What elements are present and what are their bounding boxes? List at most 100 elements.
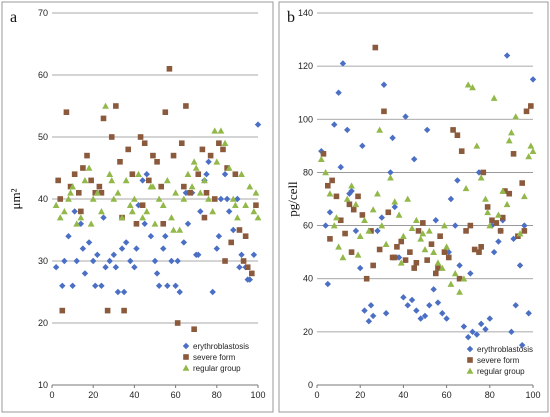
data-point-regular-group (60, 208, 68, 215)
data-point-erythroblastosis (454, 177, 461, 184)
data-point-severe-form (150, 152, 156, 159)
series-severe-form (320, 44, 534, 282)
data-point-erythroblastosis (127, 257, 134, 265)
data-point-severe-form (456, 275, 463, 282)
data-point-severe-form (160, 221, 167, 227)
data-point-regular-group (213, 158, 221, 165)
data-point-erythroblastosis (69, 282, 76, 289)
data-point-severe-form (195, 171, 202, 177)
data-point-erythroblastosis (176, 288, 183, 296)
data-point-erythroblastosis (254, 121, 262, 128)
data-point-severe-form (129, 171, 136, 177)
legend-marker (466, 367, 474, 374)
data-point-severe-form (191, 326, 197, 332)
data-point-erythroblastosis (244, 276, 251, 283)
data-point-regular-group (434, 259, 442, 266)
panel-label: a (10, 9, 17, 26)
data-point-severe-form (104, 307, 111, 314)
data-point-severe-form (355, 193, 361, 200)
data-point-erythroblastosis (402, 113, 409, 120)
data-point-severe-form (368, 228, 374, 234)
data-point-erythroblastosis (164, 282, 171, 289)
x-tick-label: 0 (49, 390, 54, 400)
data-point-severe-form (249, 270, 255, 277)
x-tick-label: 20 (355, 390, 365, 400)
data-point-erythroblastosis (443, 315, 450, 322)
y-tick-label: 100 (298, 114, 313, 124)
data-point-erythroblastosis (197, 208, 204, 215)
data-point-regular-group (98, 208, 105, 215)
data-point-erythroblastosis (359, 142, 366, 150)
data-point-erythroblastosis (71, 208, 78, 215)
data-point-regular-group (387, 174, 394, 181)
data-point-regular-group (451, 270, 459, 277)
data-point-severe-form (75, 190, 82, 196)
data-point-severe-form (240, 258, 247, 264)
data-point-severe-form (471, 246, 478, 253)
data-point-erythroblastosis (473, 331, 481, 338)
data-point-erythroblastosis (322, 222, 329, 229)
data-point-erythroblastosis (503, 52, 511, 59)
data-point-severe-form (346, 201, 353, 208)
data-point-regular-group (408, 224, 416, 232)
data-point-erythroblastosis (452, 222, 459, 229)
data-point-regular-group (73, 220, 81, 227)
data-point-erythroblastosis (118, 245, 126, 252)
data-point-regular-group (231, 201, 239, 208)
data-point-regular-group (188, 183, 196, 190)
data-point-erythroblastosis (238, 251, 245, 258)
data-point-erythroblastosis (141, 220, 148, 227)
data-point-regular-group (419, 230, 427, 237)
data-point-regular-group (81, 177, 89, 184)
data-point-severe-form (92, 190, 99, 196)
y-tick-label: 60 (38, 70, 48, 80)
data-point-erythroblastosis (447, 195, 455, 203)
data-point-erythroblastosis (510, 235, 517, 243)
data-point-severe-form (476, 249, 482, 255)
data-point-regular-group (527, 142, 535, 149)
data-point-severe-form (350, 206, 357, 213)
y-tick-label: 50 (38, 132, 48, 142)
data-point-regular-group (412, 216, 420, 224)
data-point-severe-form (528, 103, 534, 109)
data-point-erythroblastosis (508, 328, 515, 336)
data-point-erythroblastosis (143, 171, 150, 178)
data-point-regular-group (460, 275, 468, 282)
data-point-severe-form (478, 244, 484, 250)
data-point-erythroblastosis (477, 320, 485, 328)
data-point-erythroblastosis (174, 257, 181, 265)
data-point-erythroblastosis (490, 248, 498, 256)
data-point-erythroblastosis (529, 76, 537, 83)
data-point-regular-group (508, 129, 515, 136)
data-point-erythroblastosis (131, 264, 138, 271)
data-point-regular-group (404, 195, 412, 202)
data-point-severe-form (415, 228, 422, 234)
data-point-erythroblastosis (223, 195, 231, 203)
data-point-erythroblastosis (221, 171, 229, 178)
legend-marker (183, 354, 189, 360)
data-point-severe-form (207, 152, 214, 159)
data-point-severe-form (325, 182, 331, 189)
data-point-severe-form (420, 220, 426, 226)
x-tick-label: 0 (314, 390, 319, 400)
data-point-regular-group (417, 235, 425, 242)
data-point-severe-form (199, 146, 206, 153)
data-point-erythroblastosis (225, 208, 233, 215)
series-severe-form (55, 66, 259, 332)
data-point-erythroblastosis (465, 333, 472, 341)
data-point-erythroblastosis (357, 264, 364, 272)
data-point-regular-group (252, 189, 260, 196)
data-point-regular-group (151, 220, 159, 227)
data-point-regular-group (348, 182, 355, 189)
data-point-severe-form (236, 227, 243, 233)
data-point-severe-form (413, 259, 420, 266)
data-point-erythroblastosis (52, 264, 60, 271)
x-tick-label: 40 (398, 390, 408, 400)
x-tick-label: 100 (525, 390, 540, 400)
data-point-severe-form (359, 212, 366, 218)
data-point-severe-form (133, 221, 140, 227)
data-point-regular-group (339, 254, 347, 261)
data-point-erythroblastosis (180, 239, 188, 246)
legend-label: erythroblastosis (193, 342, 249, 351)
